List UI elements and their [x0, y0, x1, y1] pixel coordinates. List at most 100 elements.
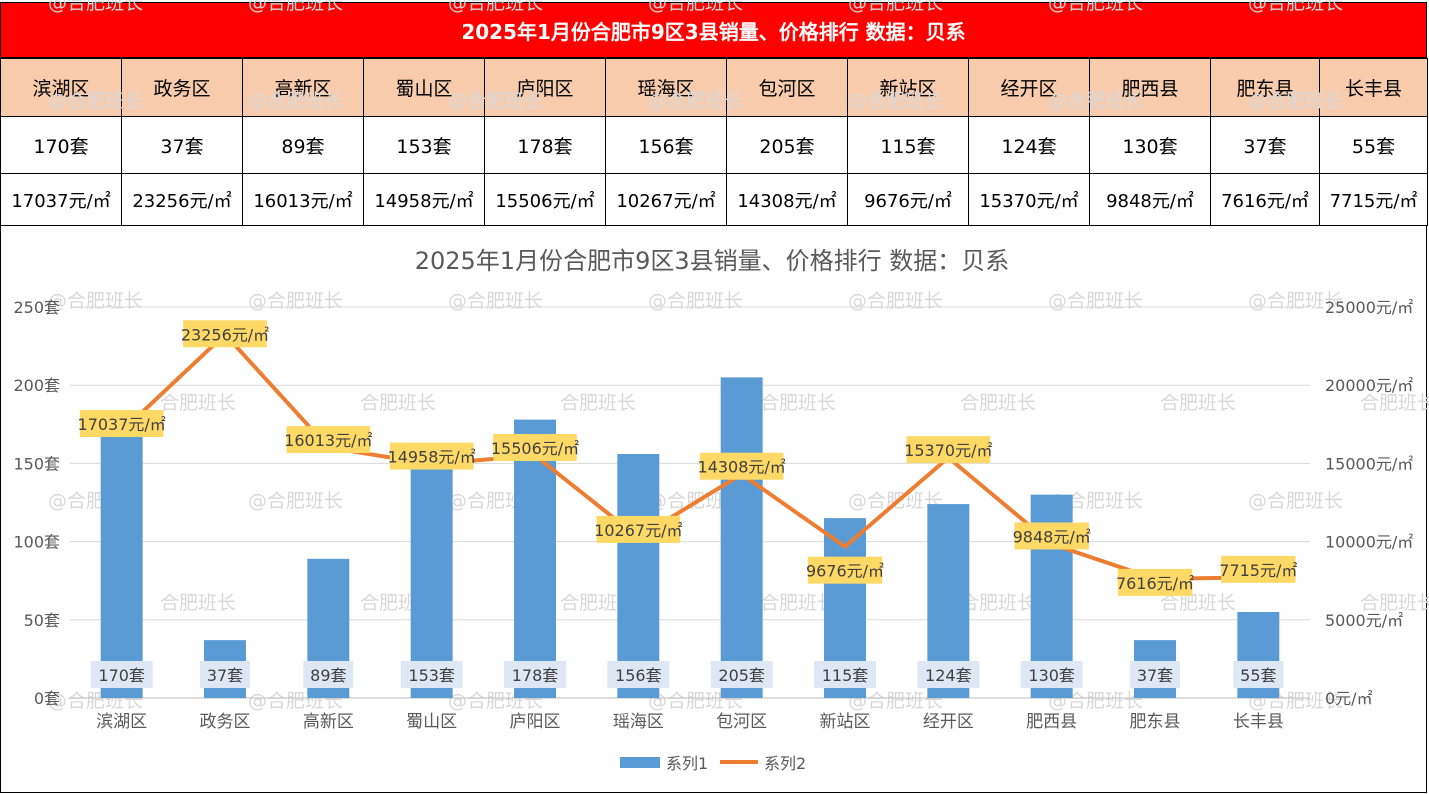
bar-data-label: 156套 — [615, 666, 662, 685]
sales-cell: 178套 — [484, 116, 606, 174]
line-data-label: 15370元/㎡ — [904, 441, 992, 460]
price-cell: 7715元/㎡ — [1319, 173, 1428, 226]
bar-data-label: 89套 — [310, 666, 346, 685]
bar-data-label: 124套 — [925, 666, 972, 685]
bar-data-label: 130套 — [1028, 666, 1075, 685]
bar-data-label: 178套 — [512, 666, 559, 685]
district-cell: 政务区 — [121, 58, 243, 117]
line-data-label: 17037元/㎡ — [78, 415, 166, 434]
district-cell: 瑶海区 — [605, 58, 727, 117]
bar-data-label: 205套 — [718, 666, 765, 685]
gridlines — [70, 306, 1310, 699]
bar — [410, 458, 453, 698]
line-data-label: 7616元/㎡ — [1116, 574, 1194, 593]
table-row-districts: 滨湖区 政务区 高新区 蜀山区 庐阳区 瑶海区 包河区 新站区 经开区 肥西县 … — [0, 58, 1428, 117]
bar — [617, 454, 660, 698]
bar-data-label-bg — [303, 661, 354, 688]
right-axis-tick-label: 10000元/㎡ — [1325, 533, 1413, 552]
legend: 系列1 系列2 — [620, 754, 806, 773]
price-cell: 15370元/㎡ — [968, 173, 1090, 226]
bar-data-label-bg — [1020, 661, 1083, 688]
legend-label-series2: 系列2 — [764, 754, 806, 773]
x-axis-tick-label: 新站区 — [820, 712, 871, 732]
district-cell: 包河区 — [726, 58, 848, 117]
bar — [720, 377, 763, 698]
price-cell: 10267元/㎡ — [605, 173, 727, 226]
bar-data-label-bg — [400, 661, 463, 688]
bar — [514, 419, 556, 698]
banner-title: 2025年1月份合肥市9区3县销量、价格排行 数据：贝系 — [0, 2, 1427, 58]
district-cell: 新站区 — [847, 58, 969, 117]
line-data-label-bg — [906, 436, 991, 464]
x-axis-tick-label: 长丰县 — [1233, 712, 1284, 732]
table-row-prices: 17037元/㎡ 23256元/㎡ 16013元/㎡ 14958元/㎡ 1550… — [0, 173, 1428, 226]
left-axis-tick-label: 100套 — [13, 533, 60, 552]
sales-cell: 130套 — [1089, 116, 1211, 174]
sales-cell: 37套 — [121, 116, 243, 174]
district-cell: 肥东县 — [1210, 58, 1320, 117]
x-axis-tick-label: 瑶海区 — [613, 712, 664, 732]
line-data-label-bg — [1014, 522, 1089, 550]
line-data-label-bg — [596, 515, 681, 543]
left-axis-tick-label: 250套 — [13, 298, 60, 317]
legend-swatch-bar — [620, 757, 660, 768]
sales-cell: 37套 — [1210, 116, 1320, 174]
right-axis-tick-label: 5000元/㎡ — [1325, 611, 1403, 630]
x-axis-tick-label: 政务区 — [200, 712, 251, 732]
x-axis-tick-label: 滨湖区 — [96, 712, 147, 732]
bar-data-label-bg — [1233, 661, 1284, 688]
bar-data-label-bg — [1130, 661, 1180, 688]
line-data-label: 15506元/㎡ — [491, 439, 579, 458]
x-axis-tick-label: 高新区 — [303, 712, 354, 732]
sales-cell: 156套 — [605, 116, 727, 174]
axes: 0套 0元/㎡ 50套 5000元/㎡ 100套 10000元/㎡ 150套 15000元/㎡… — [13, 298, 1413, 732]
line-data-label: 14958元/㎡ — [388, 448, 476, 467]
line-data-label: 9848元/㎡ — [1013, 527, 1091, 546]
bar-series — [100, 377, 1280, 698]
line-data-label-bg — [79, 410, 164, 438]
bar-data-label-bg — [814, 661, 876, 688]
line-data-label-bg — [699, 452, 784, 480]
price-cell: 16013元/㎡ — [242, 173, 364, 226]
line-data-label: 14308元/㎡ — [698, 458, 786, 477]
bar-data-label-bg — [90, 661, 153, 688]
chart-title: 2025年1月份合肥市9区3县销量、价格排行 数据：贝系 — [415, 247, 1010, 275]
right-axis-tick-label: 20000元/㎡ — [1325, 376, 1413, 395]
table-row-sales: 170套 37套 89套 153套 178套 156套 205套 115套 12… — [0, 116, 1428, 174]
bar-data-label-bg — [504, 661, 566, 688]
data-table: 滨湖区 政务区 高新区 蜀山区 庐阳区 瑶海区 包河区 新站区 经开区 肥西县 … — [0, 58, 1428, 226]
sales-cell: 153套 — [363, 116, 485, 174]
bar-data-label-bg — [607, 661, 670, 688]
bar-data-label: 37套 — [1137, 666, 1173, 685]
bar-data-label: 170套 — [98, 666, 145, 685]
line-data-label-bg — [1221, 555, 1296, 583]
line-data-label: 23256元/㎡ — [181, 325, 269, 344]
line-data-label-bg — [183, 320, 267, 348]
line-data-label: 10267元/㎡ — [594, 521, 682, 540]
bar-data-label: 153套 — [408, 666, 455, 685]
bar-data-label: 37套 — [207, 666, 243, 685]
bar-data-label-bg — [200, 661, 250, 688]
right-axis-tick-label: 25000元/㎡ — [1325, 298, 1413, 317]
left-axis-tick-label: 150套 — [13, 454, 60, 473]
bar-data-label-bg — [710, 661, 773, 688]
line-data-label: 16013元/㎡ — [284, 431, 372, 450]
price-cell: 23256元/㎡ — [121, 173, 243, 226]
bar-data-label: 55套 — [1240, 666, 1276, 685]
right-axis-tick-label: 15000元/㎡ — [1325, 454, 1413, 473]
price-cell: 9676元/㎡ — [847, 173, 969, 226]
line-data-label-bg — [286, 426, 371, 454]
district-cell: 高新区 — [242, 58, 364, 117]
line-data-label: 7715元/㎡ — [1219, 561, 1297, 580]
right-axis-tick-label: 0元/㎡ — [1325, 689, 1373, 708]
data-labels: 170套 37套 89套 153套 178套 156套 205套 115套 124套 130套 37… — [78, 320, 1297, 688]
x-axis-tick-label: 包河区 — [716, 712, 767, 732]
district-cell: 长丰县 — [1319, 58, 1428, 117]
bar-data-label: 115套 — [822, 666, 869, 685]
sales-cell: 55套 — [1319, 116, 1428, 174]
sales-cell: 124套 — [968, 116, 1090, 174]
district-cell: 肥西县 — [1089, 58, 1211, 117]
x-axis-tick-label: 肥西县 — [1026, 712, 1077, 732]
bar-data-label-bg — [917, 661, 980, 688]
